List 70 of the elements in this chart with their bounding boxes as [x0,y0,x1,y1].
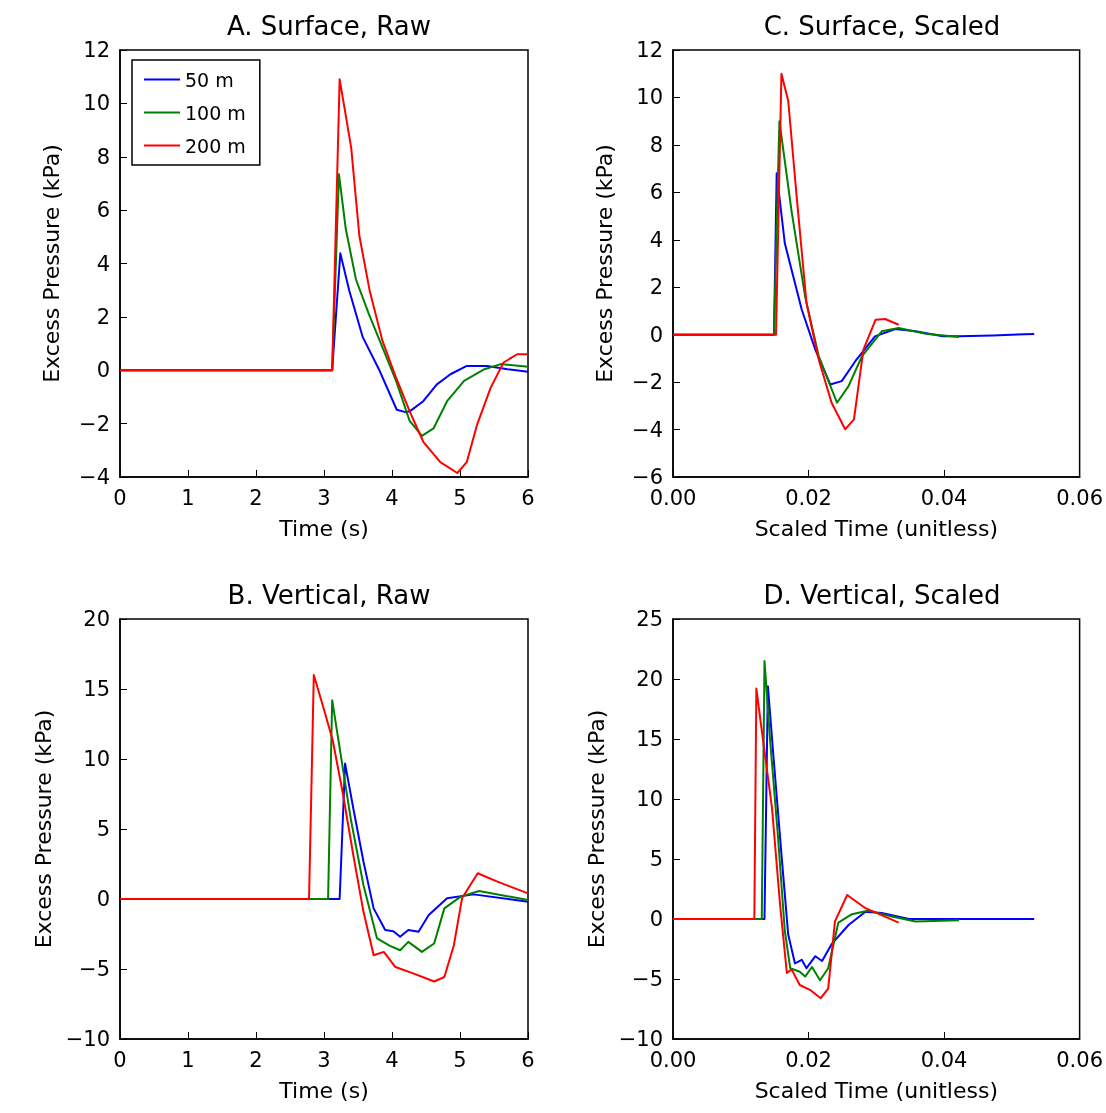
y-tick-label: 4 [96,251,110,276]
x-tick-label: 0.04 [920,1047,968,1071]
y-tick-label: −2 [632,370,663,395]
legend-label: 200 m [185,134,246,157]
y-tick-label: 10 [83,91,110,116]
y-tick-label: 0 [96,358,110,383]
x-tick-label: 1 [181,1047,195,1071]
y-tick-label: −5 [632,966,663,991]
legend-label: 100 m [185,101,246,124]
x-tick-label: 6 [521,485,535,510]
x-tick-label: 5 [453,485,467,510]
y-tick-label: 0 [649,322,663,347]
chart-title: B. Vertical, Raw [227,579,431,610]
y-tick-label: 25 [636,606,663,631]
x-tick-label: 6 [521,1047,535,1071]
x-axis-title: Time (s) [278,1077,369,1102]
y-tick-label: −4 [632,417,663,442]
y-tick-label: 0 [649,906,663,931]
line-series [672,72,900,431]
y-tick-label: 8 [649,132,663,157]
x-tick-label: 3 [317,1047,331,1071]
y-tick-label: 10 [83,746,110,771]
y-axis-title: Excess Pressure (kPa) [584,709,610,948]
y-tick-label: 15 [636,726,663,751]
y-tick-label: 5 [96,816,110,841]
x-tick-label: 0.02 [785,485,832,510]
y-tick-label: 15 [83,676,110,701]
line-series [672,687,900,999]
x-tick-label: 0.06 [1056,1047,1103,1071]
legend-label: 50 m [185,68,234,91]
x-axis-title: Scaled Time (unitless) [754,1077,998,1102]
y-tick-label: 5 [649,846,663,871]
x-tick-label: 1 [181,485,195,510]
y-tick-label: 12 [83,38,110,62]
x-tick-label: 2 [249,485,263,510]
x-tick-label: 5 [453,1047,467,1071]
x-axis-title: Time (s) [278,515,369,541]
y-tick-label: 8 [96,144,110,169]
y-tick-label: 20 [83,606,110,631]
y-tick-label: 20 [636,666,663,691]
x-axis-title: Scaled Time (unitless) [754,515,998,541]
y-tick-label: −10 [65,1026,110,1051]
y-tick-label: 2 [96,304,110,329]
y-tick-label: 6 [96,198,110,223]
y-tick-label: −2 [79,411,110,436]
y-axis-title: Excess Pressure (kPa) [591,144,617,383]
y-axis-title: Excess Pressure (kPa) [31,709,57,948]
y-tick-label: −5 [79,956,110,981]
x-tick-label: 0 [113,1047,127,1071]
x-tick-label: 0.02 [785,1047,832,1071]
x-tick-label: 3 [317,485,331,510]
chart-title: A. Surface, Raw [226,11,432,41]
y-tick-label: 0 [96,886,110,911]
y-axis-title: Excess Pressure (kPa) [38,144,64,383]
x-tick-label: 0.04 [920,485,968,510]
x-tick-label: 2 [249,1047,263,1071]
y-tick-label: 12 [636,38,663,62]
chart-title: C. Surface, Scaled [763,11,1001,41]
y-tick-label: 10 [636,85,663,110]
y-tick-label: 6 [649,180,663,205]
y-tick-label: 10 [636,786,663,811]
y-tick-label: 2 [649,275,663,300]
x-tick-label: 4 [385,1047,399,1071]
y-tick-label: −4 [79,465,110,489]
chart-title: D. Vertical, Scaled [763,579,1001,610]
x-tick-label: 0.06 [1056,485,1103,510]
y-tick-label: 4 [649,227,663,252]
x-tick-label: 4 [385,485,399,510]
x-tick-label: 0 [113,485,127,510]
line-series [119,673,529,982]
